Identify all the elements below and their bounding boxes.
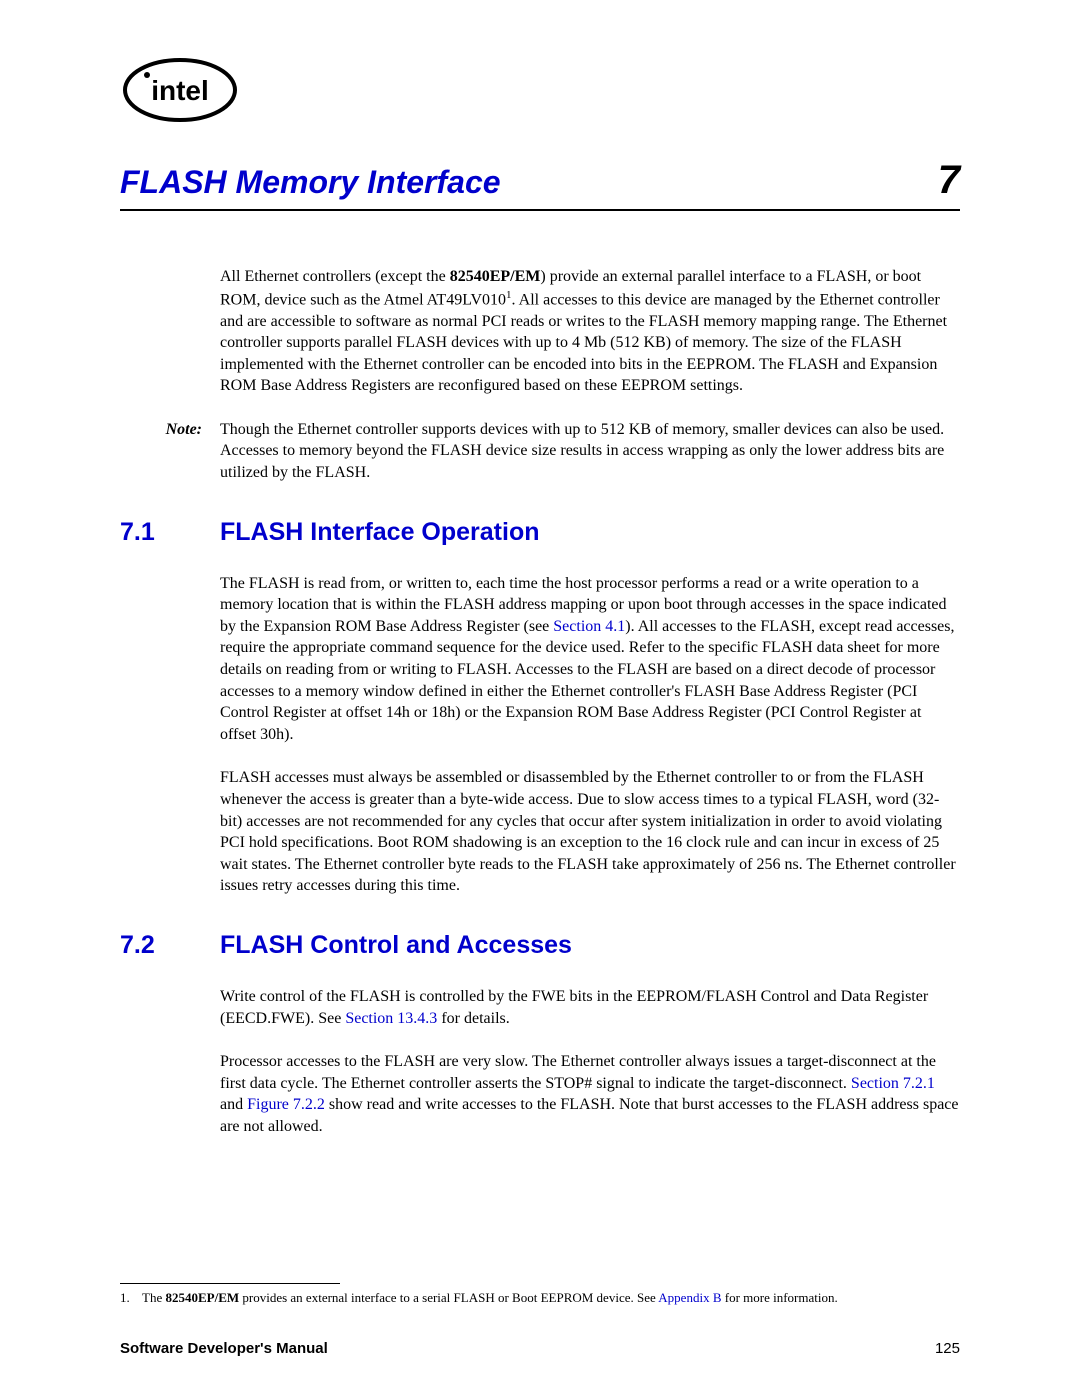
intro-paragraph: All Ethernet controllers (except the 825…	[220, 266, 960, 397]
page-number: 125	[935, 1340, 960, 1357]
link-appendix-b[interactable]: Appendix B	[658, 1290, 721, 1305]
section-heading-7-1: 7.1 FLASH Interface Operation	[120, 518, 960, 547]
footnote-area: 1. The 82540EP/EM provides an external i…	[120, 1283, 960, 1307]
section-number: 7.2	[120, 931, 220, 960]
section-7-2-para-2: Processor accesses to the FLASH are very…	[220, 1051, 960, 1137]
svg-text:intel: intel	[151, 75, 209, 106]
chapter-number: 7	[938, 158, 960, 203]
link-figure-7-2-2[interactable]: Figure 7.2.2	[247, 1096, 325, 1113]
link-section-4-1[interactable]: Section 4.1	[553, 618, 625, 635]
section-heading-7-2: 7.2 FLASH Control and Accesses	[120, 931, 960, 960]
note-text: Though the Ethernet controller supports …	[220, 419, 960, 484]
chapter-header: FLASH Memory Interface 7	[120, 158, 960, 211]
footnote-rule	[120, 1283, 340, 1284]
section-7-1-para-1: The FLASH is read from, or written to, e…	[220, 573, 960, 746]
section-7-2-para-1: Write control of the FLASH is controlled…	[220, 986, 960, 1029]
footnote-1: 1. The 82540EP/EM provides an external i…	[120, 1290, 960, 1307]
note-label: Note:	[120, 419, 220, 484]
page-footer: Software Developer's Manual 125	[120, 1340, 960, 1357]
link-section-7-2-1[interactable]: Section 7.2.1	[851, 1075, 935, 1092]
manual-title: Software Developer's Manual	[120, 1340, 328, 1357]
chapter-title: FLASH Memory Interface	[120, 164, 501, 201]
section-title: FLASH Control and Accesses	[220, 931, 572, 960]
section-title: FLASH Interface Operation	[220, 518, 540, 547]
link-section-13-4-3[interactable]: Section 13.4.3	[345, 1010, 437, 1027]
note-block: Note: Though the Ethernet controller sup…	[120, 419, 960, 484]
section-7-1-para-2: FLASH accesses must always be assembled …	[220, 767, 960, 897]
section-number: 7.1	[120, 518, 220, 547]
intel-logo: intel	[120, 55, 960, 130]
